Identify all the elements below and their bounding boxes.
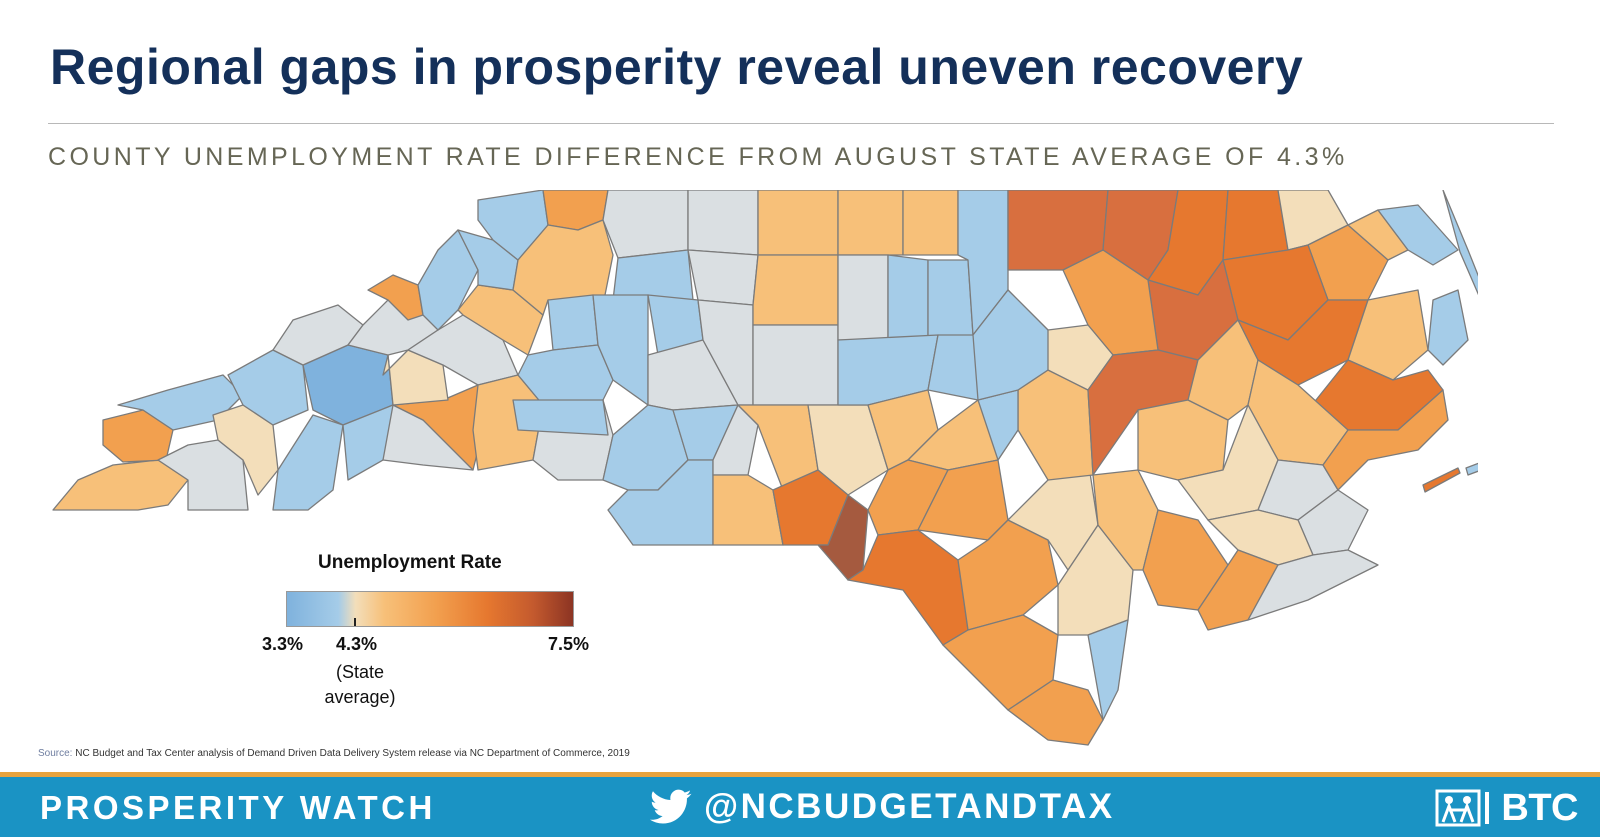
county-region [752,324,839,406]
county-region [1422,467,1461,493]
county-region [942,614,1059,711]
county-region [52,459,189,511]
source-note: Source: NC Budget and Tax Center analysi… [38,748,630,759]
page-title: Regional gaps in prosperity reveal uneve… [50,39,1304,95]
legend-min-label: 3.3% [262,634,304,654]
legend-color-scale [286,591,574,627]
twitter-bird-icon [650,789,692,824]
title-divider [48,123,1554,124]
county-region [592,294,649,406]
county-region [1442,190,1478,296]
county-region [1377,204,1459,266]
legend-state-average-tick [354,618,356,626]
county-region [687,190,759,256]
county-region [512,219,614,316]
logo-divider-icon [1485,792,1490,824]
legend-mid-note-line2: average) [324,687,396,707]
county-region [1222,190,1289,261]
county-region [1057,524,1134,636]
county-region [887,254,929,341]
county-region [602,190,689,259]
county-region [547,294,599,351]
footer-social: @NCBUDGETANDTAX [650,784,1115,830]
county-region [837,254,889,341]
source-label: Source: [38,748,73,759]
county-region [847,529,969,646]
county-region [512,399,609,436]
county-region [117,374,244,431]
county-region [272,414,344,511]
county-region [687,249,759,306]
footer-bar: PROSPERITY WATCH @NCBUDGETANDTAX BTC [0,777,1600,837]
twitter-handle[interactable]: @NCBUDGETANDTAX [704,787,1115,826]
county-region [1087,619,1129,721]
legend-mid-note: (State average) [318,660,402,710]
county-region [837,190,904,256]
county-region [757,190,839,256]
footer-accent-line [0,772,1600,777]
page-subtitle: COUNTY UNEMPLOYMENT RATE DIFFERENCE FROM… [48,143,1348,171]
county-region [712,404,759,476]
county-region [1347,289,1429,381]
county-region [417,229,479,331]
county-region [1322,389,1449,491]
brand-text: BTC [1501,786,1578,829]
county-region [612,249,694,301]
source-text: NC Budget and Tax Center analysis of Dem… [75,748,630,759]
legend-title: Unemployment Rate [318,552,502,573]
county-region [1427,289,1469,366]
county-region [1465,462,1478,476]
county-region [712,474,784,546]
footer-series-name: PROSPERITY WATCH [40,789,436,826]
county-region [902,190,959,256]
legend-max-label: 7.5% [548,634,590,654]
btc-logo: BTC [1435,787,1578,829]
legend-mid-note-line1: (State [335,662,385,682]
county-map [52,190,1478,746]
legend-mid-label: 4.3% [336,634,378,654]
county-region [927,259,974,341]
county-region [157,439,249,511]
btc-emblem-icon [1435,789,1481,827]
county-region [1247,549,1379,621]
county-region [752,254,839,326]
